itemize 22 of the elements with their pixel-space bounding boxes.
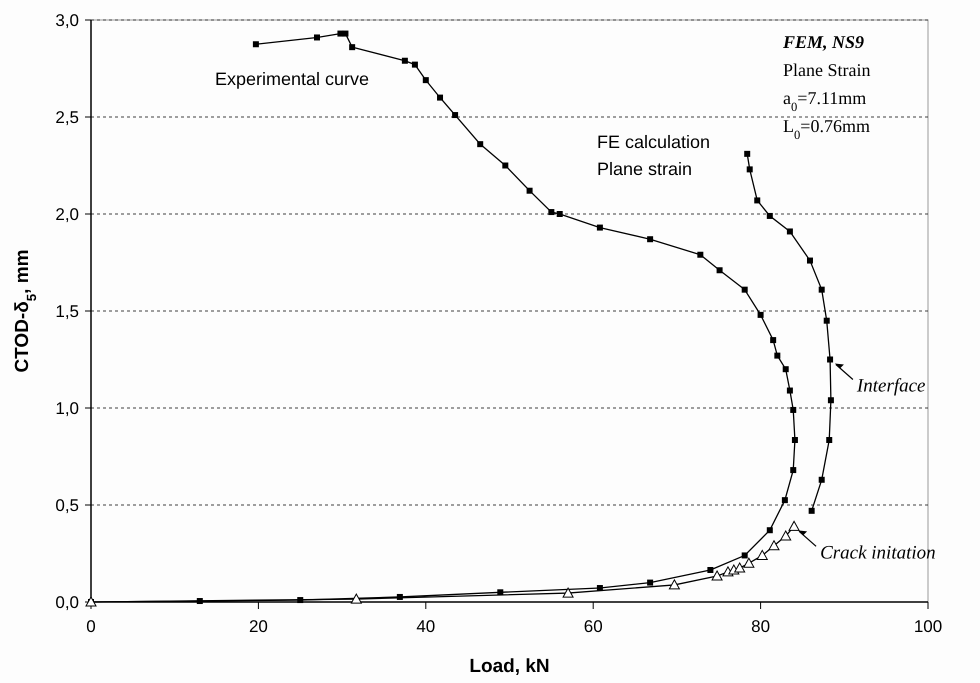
y-tick-label: 2,0 (55, 204, 79, 224)
annotation: FEM, NS9 (782, 32, 864, 52)
x-tick-label: 100 (914, 617, 942, 636)
x-tick-label: 60 (584, 617, 603, 636)
x-tick-label: 0 (86, 617, 96, 636)
annotation: L$_{0}$=0.76mm (783, 116, 870, 142)
x-tick-label: 20 (248, 617, 268, 636)
x-axis-title: Load, kN (469, 656, 550, 677)
x-tick-label: 40 (416, 617, 436, 636)
series-label: FE calculation Plane strain (597, 132, 710, 179)
y-tick-label: 3,0 (55, 10, 79, 30)
y-tick-label: 0,0 (55, 592, 79, 612)
x-tick-label: 80 (751, 617, 770, 636)
y-tick-label: 1,0 (55, 398, 79, 418)
annotation: Interface (856, 376, 926, 396)
annotation: Crack initation (820, 542, 936, 564)
series-label: Experimental curve (215, 69, 370, 89)
y-tick-label: 2,5 (55, 108, 79, 127)
y-tick-label: 1,5 (55, 302, 79, 321)
annotation: a$_{0}$=7.11mm (783, 88, 866, 114)
y-tick-label: 0,5 (55, 496, 79, 515)
annotation: Plane Strain (783, 60, 870, 80)
